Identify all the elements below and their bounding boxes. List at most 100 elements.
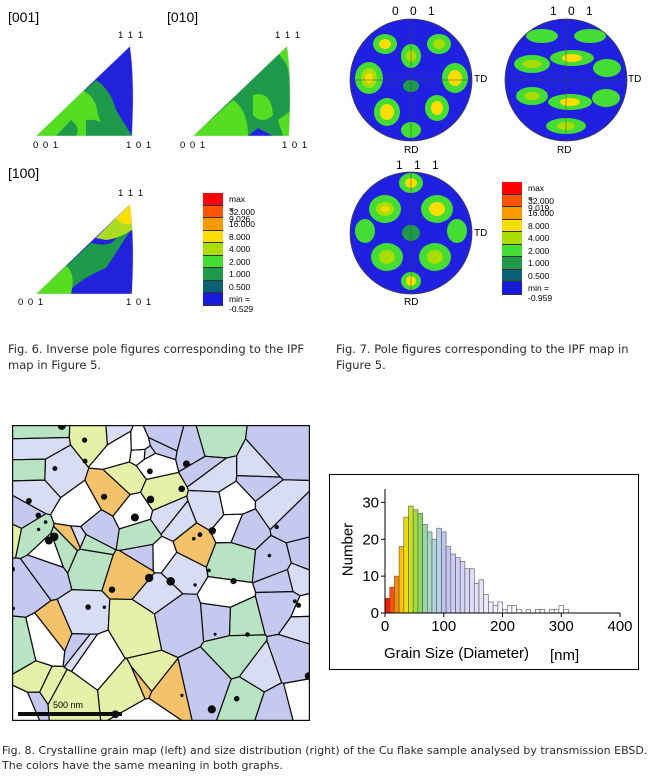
histogram-frame (329, 474, 639, 670)
histogram-bar (558, 605, 564, 614)
scale-bar-label: 500 nm (53, 700, 84, 710)
grain (130, 425, 151, 451)
legend-swatch (203, 268, 223, 281)
histogram-bar (492, 605, 499, 614)
histogram-bar (384, 597, 390, 614)
y-tick-label: 20 (362, 531, 379, 548)
ipf-001-corner-101: 1 0 1 (126, 140, 153, 151)
boundary-defect (245, 632, 250, 637)
histogram-bar (427, 531, 433, 614)
legend-label: 8.000 (528, 220, 550, 231)
histogram-bar (398, 546, 405, 614)
grain (47, 668, 102, 721)
histogram-bar (488, 601, 494, 614)
figure-8-caption: Fig. 8. Crystalline grain map (left) and… (2, 744, 648, 772)
legend-swatch (502, 194, 522, 207)
figure-7-caption: Fig. 7. Pole figures corresponding to th… (336, 342, 629, 372)
legend-label: min = -0.529 (229, 294, 254, 314)
ipf-010-corner-001: 0 0 1 (180, 140, 207, 151)
legend-label: 2.000 (528, 245, 550, 256)
boundary-defect (57, 425, 66, 430)
scale-bar (18, 712, 122, 716)
boundary-defect (25, 498, 32, 504)
legend-swatch (203, 243, 223, 256)
grain (105, 425, 135, 446)
boundary-defect (233, 695, 240, 702)
histogram-bar (450, 553, 456, 614)
boundary-defect (82, 437, 88, 443)
boundary-defect (101, 493, 108, 500)
x-tick-label: 300 (549, 618, 574, 635)
histogram-bar (436, 527, 442, 614)
legend-swatch (502, 232, 522, 245)
legend-label: 16.000 (528, 208, 554, 218)
legend-label: max = 9.019 (528, 183, 550, 213)
ipf-label-001: [001] (8, 9, 40, 25)
ipf-010-corner-101: 1 0 1 (282, 140, 309, 151)
grain (209, 513, 244, 544)
legend-label: 32.000 (528, 195, 554, 206)
pf-title-111: 1 1 1 (396, 158, 443, 172)
histogram-bar (455, 557, 461, 614)
ipf-triangle-100 (36, 203, 134, 295)
histogram-bar (535, 609, 541, 614)
boundary-defect (274, 524, 279, 530)
legend-swatch (502, 257, 522, 270)
histogram-bar (431, 538, 437, 614)
boundary-defect (207, 705, 216, 714)
legend-swatch (502, 219, 522, 232)
histogram-bar (539, 609, 546, 614)
grain (79, 508, 120, 551)
pf-111-rd-label: RD (404, 297, 419, 308)
histogram-bar (553, 609, 560, 614)
pf-title-001: 0 0 1 (392, 4, 439, 18)
legend-swatch (203, 280, 223, 293)
pf-101-rd-label: RD (557, 145, 572, 156)
histogram-bar (422, 524, 428, 614)
legend-swatch (502, 269, 522, 282)
boundary-defect (82, 458, 88, 464)
histogram-bar (502, 609, 508, 614)
histogram-bar (394, 575, 400, 614)
histogram-bar (506, 605, 513, 614)
grain-size-histogram: 0 100 200 300 400 0 10 20 30 (362, 489, 633, 635)
legend-label: 8.000 (229, 231, 251, 242)
histogram-bar (511, 605, 517, 614)
pf-001-td-label: TD (474, 74, 488, 85)
y-tick-label: 30 (362, 494, 379, 511)
x-tick-label: 200 (490, 618, 515, 635)
legend-swatch (203, 193, 223, 206)
boundary-defect (197, 532, 203, 538)
grain (266, 633, 310, 685)
boundary-defect (108, 586, 116, 593)
pole-figure-101 (504, 18, 628, 142)
boundary-defect (292, 599, 297, 604)
figure-6-caption: Fig. 6. Inverse pole figures correspondi… (8, 342, 304, 372)
grain-map (12, 425, 310, 721)
legend-label: 2.000 (229, 256, 251, 267)
ipf-100-corner-101: 1 0 1 (126, 297, 153, 308)
boundary-defect (144, 573, 154, 583)
grain (12, 479, 62, 516)
boundary-defect (178, 485, 185, 493)
boundary-defect (85, 604, 91, 610)
ipf-triangle-010 (193, 45, 291, 137)
histogram-bar (441, 531, 447, 614)
x-tick-label: 0 (381, 618, 389, 635)
histogram-bar (412, 509, 419, 614)
boundary-defect (192, 536, 196, 541)
boundary-defect (193, 583, 197, 587)
boundary-defect (52, 466, 58, 471)
pf-title-101: 1 0 1 (550, 4, 597, 18)
histogram-bar (464, 568, 470, 614)
x-tick-label: 100 (431, 618, 456, 635)
pf-001-rd-label: RD (404, 145, 419, 156)
grain (196, 575, 257, 608)
histogram-bar (497, 601, 503, 614)
grain (149, 495, 189, 536)
ipf-100-corner-001: 0 0 1 (18, 297, 45, 308)
legend-swatch (502, 207, 522, 220)
histogram-bar (459, 561, 466, 614)
histogram-bar (403, 516, 409, 614)
grain (12, 458, 47, 482)
